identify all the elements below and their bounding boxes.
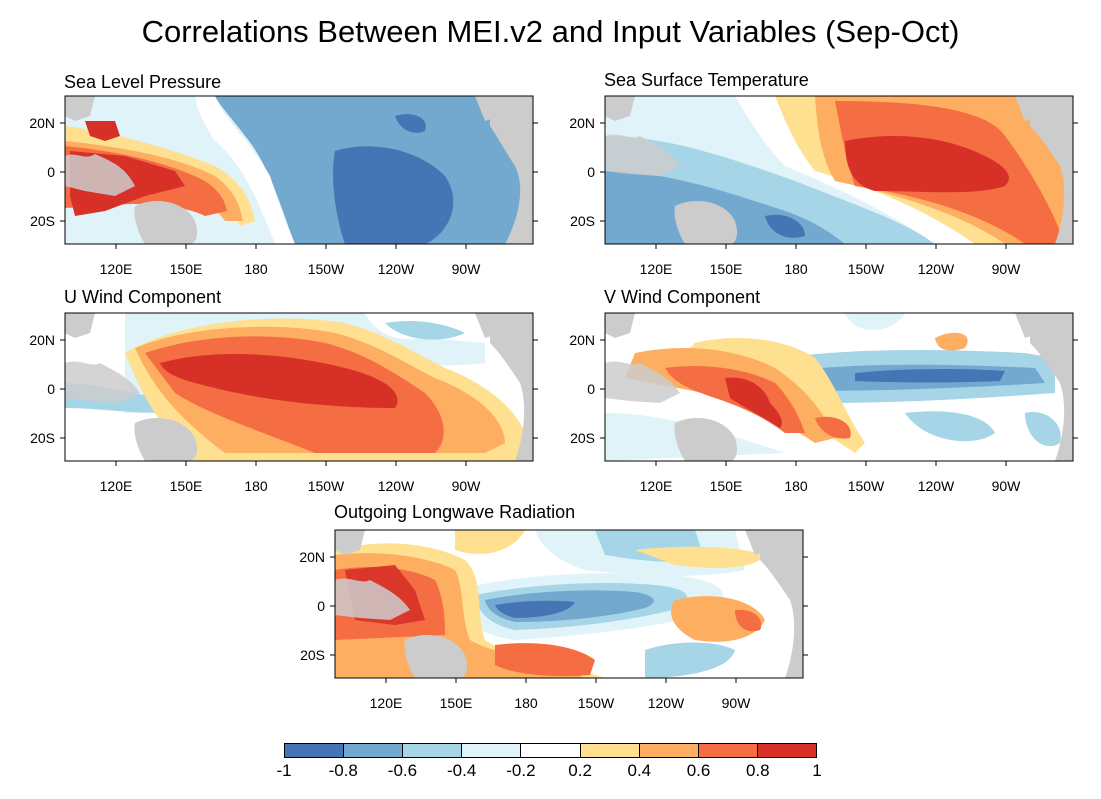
lat-label: 20S bbox=[30, 430, 55, 446]
lat-label: 0 bbox=[317, 598, 325, 614]
lat-label: 20S bbox=[570, 430, 595, 446]
lat-label: 20N bbox=[299, 549, 325, 565]
colorbar-label: 0.4 bbox=[627, 761, 652, 780]
lon-label: 150W bbox=[848, 478, 885, 494]
colorbar-swatch bbox=[344, 744, 404, 757]
colorbar-label: -0.4 bbox=[447, 761, 477, 780]
lat-label: 20N bbox=[29, 115, 55, 131]
map-panel-sst: 20N 0 20S 120E 150E 180 150W 120W 90W bbox=[569, 95, 1078, 277]
lon-label: 120E bbox=[370, 695, 403, 711]
lon-label: 120W bbox=[918, 478, 955, 494]
colorbar-swatch bbox=[580, 744, 640, 757]
main-title: Correlations Between MEI.v2 and Input Va… bbox=[141, 14, 960, 49]
lat-label: 20N bbox=[569, 115, 595, 131]
lon-label: 180 bbox=[514, 695, 538, 711]
colorbar-label: -0.8 bbox=[328, 761, 358, 780]
colorbar-label: -1 bbox=[276, 761, 292, 780]
lon-label: 120W bbox=[378, 478, 415, 494]
colorbar-label: 1 bbox=[812, 761, 822, 780]
lon-label: 150E bbox=[440, 695, 473, 711]
map-panel-olr: 20N 0 20S 120E 150E 180 150W 120W 90W bbox=[299, 529, 808, 711]
lat-label: 0 bbox=[587, 164, 595, 180]
lat-label: 20N bbox=[569, 332, 595, 348]
colorbar-swatch bbox=[639, 744, 699, 757]
lon-label: 120E bbox=[100, 478, 133, 494]
colorbar bbox=[284, 743, 817, 758]
lon-label: 90W bbox=[992, 478, 1022, 494]
colorbar-swatch bbox=[462, 744, 522, 757]
map-panel-vwind: 20N 0 20S 120E 150E 180 150W 120W 90W bbox=[569, 312, 1078, 494]
panel-title-olr: Outgoing Longwave Radiation bbox=[334, 502, 576, 522]
lon-label: 180 bbox=[784, 478, 808, 494]
lat-label: 0 bbox=[47, 381, 55, 397]
lat-label: 20N bbox=[29, 332, 55, 348]
colorbar-swatch bbox=[698, 744, 758, 757]
lon-label: 90W bbox=[722, 695, 752, 711]
map-panel-uwind: 20N 0 20S 120E 150E 180 150W 120W 90W bbox=[29, 312, 538, 494]
lon-label: 150E bbox=[710, 478, 743, 494]
colorbar-swatch bbox=[757, 744, 816, 757]
lon-label: 150W bbox=[308, 478, 345, 494]
lon-label: 180 bbox=[784, 261, 808, 277]
lat-label: 20S bbox=[570, 213, 595, 229]
lon-label: 180 bbox=[244, 261, 268, 277]
lon-label: 120E bbox=[640, 261, 673, 277]
panel-title-vwind: V Wind Component bbox=[604, 287, 761, 307]
panel-title-slp: Sea Level Pressure bbox=[64, 72, 222, 92]
lon-label: 120W bbox=[648, 695, 685, 711]
colorbar-swatch bbox=[403, 744, 463, 757]
lon-label: 120W bbox=[918, 261, 955, 277]
lon-label: 150E bbox=[170, 478, 203, 494]
lon-label: 120E bbox=[100, 261, 133, 277]
panel-title-uwind: U Wind Component bbox=[64, 287, 222, 307]
map-panel-slp: 20N 0 20S 120E 150E 180 150W 120W 90W bbox=[29, 95, 538, 277]
panel-title-sst: Sea Surface Temperature bbox=[604, 70, 809, 90]
lon-label: 120W bbox=[378, 261, 415, 277]
lon-label: 150W bbox=[578, 695, 615, 711]
lon-label: 90W bbox=[992, 261, 1022, 277]
lon-label: 180 bbox=[244, 478, 268, 494]
lat-label: 0 bbox=[587, 381, 595, 397]
lon-label: 90W bbox=[452, 478, 482, 494]
lon-label: 150W bbox=[308, 261, 345, 277]
lat-label: 20S bbox=[30, 213, 55, 229]
colorbar-label: -0.6 bbox=[387, 761, 418, 780]
colorbar-label: 0.6 bbox=[686, 761, 711, 780]
lon-label: 90W bbox=[452, 261, 482, 277]
colorbar-label: -0.2 bbox=[506, 761, 536, 780]
colorbar-label: 0.8 bbox=[745, 761, 770, 780]
lon-label: 150W bbox=[848, 261, 885, 277]
colorbar-swatch bbox=[521, 744, 581, 757]
colorbar-swatch bbox=[285, 744, 345, 757]
colorbar-label: 0.2 bbox=[568, 761, 592, 780]
lat-label: 0 bbox=[47, 164, 55, 180]
lon-label: 150E bbox=[170, 261, 203, 277]
lon-label: 120E bbox=[640, 478, 673, 494]
lat-label: 20S bbox=[300, 647, 325, 663]
lon-label: 150E bbox=[710, 261, 743, 277]
